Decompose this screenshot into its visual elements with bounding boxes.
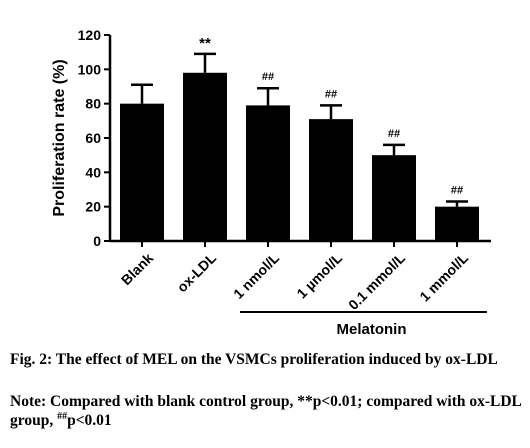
bar <box>246 105 290 241</box>
bar <box>309 119 353 241</box>
figure-note: Note: Compared with blank control group,… <box>10 392 525 430</box>
x-tick-label: 0.1 mmol/L <box>345 249 408 312</box>
chart-bars <box>120 52 479 242</box>
x-tick-label: ox-LDL <box>174 249 220 295</box>
significance-label: ## <box>388 128 400 140</box>
y-tick-label: 100 <box>78 61 102 77</box>
significance-label: ** <box>199 35 211 52</box>
bar <box>372 155 416 241</box>
significance-label: ## <box>451 185 463 197</box>
significance-label: ## <box>325 88 337 100</box>
y-tick-label: 60 <box>85 130 101 146</box>
figure-caption: Fig. 2: The effect of MEL on the VSMCs p… <box>10 351 498 368</box>
bar-chart: 0 20 40 60 80 100 120 Proliferation rate (%) Bl… <box>51 27 491 338</box>
y-tick-label: 120 <box>78 27 102 43</box>
note-prefix: Note: Compared with blank control group,… <box>10 393 522 429</box>
bar <box>435 206 479 241</box>
y-tick-label: 40 <box>85 164 101 180</box>
significance-label: ## <box>262 71 274 83</box>
y-tick-label: 0 <box>93 233 101 249</box>
note-suffix: p<0.01 <box>67 412 112 429</box>
x-tick-label: Blank <box>118 250 156 288</box>
x-tick-label: 1 nmol/L <box>230 249 282 301</box>
y-axis-label: Proliferation rate (%) <box>51 59 68 216</box>
x-tick-label: 1 µmol/L <box>293 249 345 301</box>
group-label: Melatonin <box>337 321 407 338</box>
note-superscript: ## <box>57 410 68 422</box>
y-tick-label: 80 <box>85 96 101 112</box>
x-tick-label: 1 mmol/L <box>416 250 471 305</box>
y-tick-label: 20 <box>85 199 101 215</box>
chart-axes: 0 20 40 60 80 100 120 <box>78 27 491 249</box>
bar <box>183 72 227 242</box>
bar <box>120 103 164 242</box>
